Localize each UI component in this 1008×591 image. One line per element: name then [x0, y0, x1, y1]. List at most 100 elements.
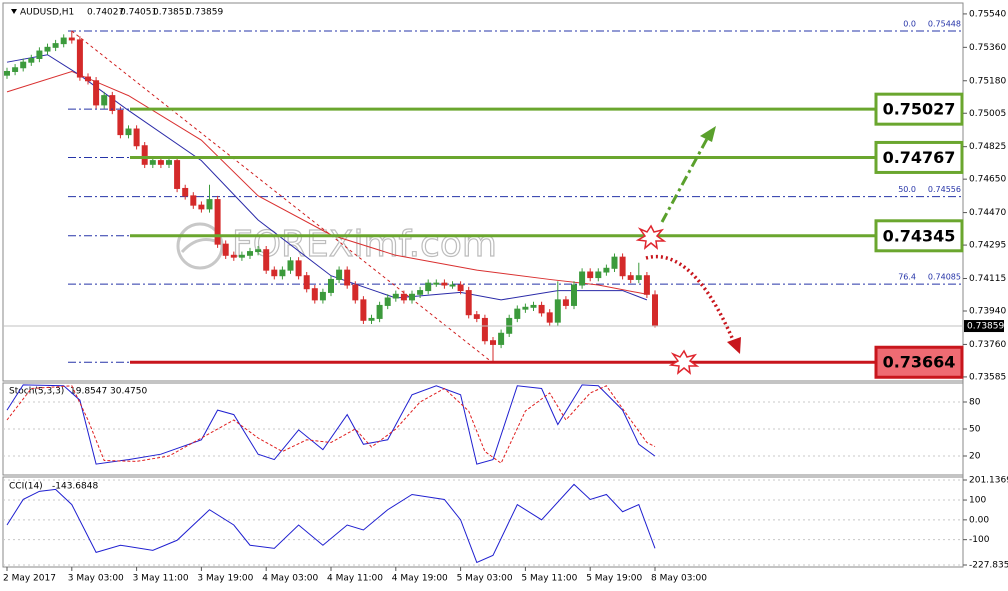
candle-body — [85, 76, 91, 82]
x-tick-label: 2 May 2017 — [3, 574, 56, 584]
fib-ratio: 50.0 — [898, 185, 916, 194]
candle-body — [384, 297, 391, 306]
cci-value: -143.6848 — [52, 482, 98, 492]
candle-body — [295, 260, 302, 277]
fib-trendline — [71, 30, 494, 364]
x-tick-label: 4 May 19:00 — [392, 574, 448, 584]
x-tick-label: 4 May 03:00 — [262, 574, 318, 584]
candle-body — [4, 70, 10, 76]
y-tick-label: 0.74115 — [969, 274, 1006, 284]
candle-body — [368, 317, 375, 321]
candle-body — [481, 317, 488, 342]
candle-body — [473, 314, 480, 319]
candle-body — [255, 249, 262, 253]
candle-body — [247, 251, 253, 256]
y-tick-label: -100 — [969, 535, 990, 545]
watermark-group: FOREXimf.com — [176, 222, 498, 270]
candle-body — [117, 109, 124, 136]
level-box — [874, 345, 964, 379]
candle-body — [271, 269, 278, 277]
candle-body — [20, 61, 27, 69]
y-tick-label: 20 — [969, 452, 981, 462]
candle-body — [125, 128, 132, 136]
y-tick-label: 0.73585 — [969, 372, 1006, 382]
candle-body — [190, 195, 197, 206]
candle-body — [328, 278, 334, 293]
header-open: 0.74027 — [87, 8, 124, 18]
y-tick-label: -227.8355 — [969, 561, 1008, 571]
candle-body — [60, 37, 67, 45]
candle-body — [530, 304, 537, 308]
y-tick-label: 0.75540 — [969, 9, 1006, 19]
level-label: 0.75027 — [883, 100, 956, 119]
candle-body — [68, 37, 75, 41]
burst-marker — [668, 349, 700, 375]
y-tick-label: 50 — [969, 425, 981, 435]
candle-body — [141, 145, 148, 165]
stoch-main-value: 19.8547 — [70, 387, 107, 397]
candle-body — [425, 282, 432, 292]
y-tick-label: 0.74825 — [969, 142, 1006, 152]
candle-body — [554, 299, 561, 323]
y-tick-label: 0.74470 — [969, 208, 1006, 218]
candle-body — [392, 293, 399, 299]
watermark-logo — [176, 222, 224, 270]
candle-body — [157, 160, 164, 165]
y-tick-label: 0.75360 — [969, 43, 1006, 53]
candle-body — [360, 299, 367, 321]
candle-body — [44, 46, 51, 52]
indicator-line — [6, 483, 656, 564]
candle-body — [133, 128, 140, 147]
forecast-arrow-down — [645, 254, 735, 341]
candle-body — [263, 249, 270, 271]
x-tick-label: 3 May 19:00 — [197, 574, 253, 584]
stoch-title: Stoch(5,3,3) — [9, 387, 64, 397]
menu-triangle — [11, 9, 17, 14]
candle-body — [441, 282, 448, 286]
candle-body — [627, 275, 634, 280]
candle-body — [101, 95, 108, 106]
candle-body — [182, 187, 189, 197]
candle-body — [571, 284, 577, 306]
cci-title: CCI(14) — [9, 482, 43, 492]
candle-body — [611, 256, 618, 269]
symbol-label: AUDUSD,H1 — [20, 8, 74, 18]
y-tick-label: 201.1369 — [969, 476, 1008, 486]
fib-price: 0.74085 — [928, 273, 961, 282]
candle-body — [490, 340, 496, 345]
candle-body — [238, 254, 245, 258]
y-tick-label: 0.74650 — [969, 175, 1006, 185]
stoch-signal-value: 30.4750 — [110, 387, 147, 397]
indicator-line — [6, 384, 656, 465]
candle-body — [93, 80, 100, 106]
candle-body — [52, 43, 59, 48]
indicator-line — [6, 385, 656, 464]
candle-body — [149, 160, 156, 165]
y-tick-label: 80 — [969, 398, 981, 408]
y-tick-label: 0.00 — [969, 515, 989, 525]
candle-body — [352, 284, 359, 301]
candle-body — [619, 256, 626, 277]
y-tick-label: 0.75180 — [969, 76, 1006, 86]
candle-body — [206, 199, 213, 210]
level-label: 0.73664 — [883, 353, 956, 372]
candle-body — [538, 304, 545, 314]
x-tick-label: 4 May 11:00 — [327, 574, 383, 584]
arrowhead — [727, 337, 741, 354]
current-price-label: 0.73859 — [967, 322, 1004, 332]
header-close: 0.73859 — [186, 8, 223, 18]
x-tick-label: 3 May 11:00 — [133, 574, 189, 584]
candle-body — [36, 50, 43, 59]
annotations — [635, 126, 741, 375]
candle-body — [198, 204, 205, 210]
y-tick-label: 0.73940 — [969, 306, 1006, 316]
level-box — [874, 140, 964, 174]
candle-body — [344, 269, 351, 286]
fib-ratio: 76.4 — [898, 273, 916, 282]
candle-body — [279, 269, 286, 277]
candle-body — [214, 199, 221, 245]
level-label: 0.74345 — [883, 226, 956, 245]
candle-body — [174, 160, 181, 189]
candle-body — [595, 271, 602, 279]
x-tick-label: 5 May 19:00 — [586, 574, 642, 584]
